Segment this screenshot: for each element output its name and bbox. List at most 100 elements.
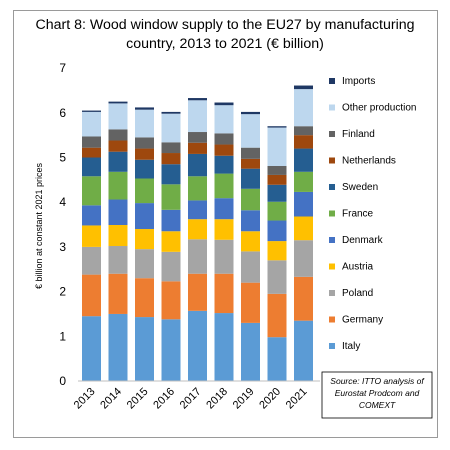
bar-segment bbox=[161, 113, 181, 143]
bar-segment bbox=[161, 184, 181, 210]
bar-segment bbox=[267, 220, 287, 242]
legend-swatch bbox=[329, 78, 335, 84]
legend-label: Poland bbox=[342, 288, 373, 299]
bar-segment bbox=[135, 159, 154, 179]
bar-segment bbox=[188, 200, 207, 220]
bar-segment bbox=[82, 225, 101, 247]
bar-segment bbox=[161, 251, 181, 282]
x-tick-label: 2019 bbox=[231, 386, 257, 412]
bar-segment bbox=[188, 132, 207, 143]
x-tick-label: 2020 bbox=[257, 386, 283, 412]
bar-segment bbox=[135, 203, 154, 230]
legend-label: Netherlands bbox=[342, 156, 396, 167]
bars-group bbox=[82, 85, 313, 381]
source-note: Source: ITTO analysis of Eurostat Prodcom… bbox=[330, 376, 425, 410]
x-axis-ticks: 2013 2014 2015 2016 2017 2018 2019 2020 2021 bbox=[72, 386, 310, 412]
bar-segment bbox=[214, 273, 234, 314]
chart-title: Chart 8: Wood window supply to the EU27 … bbox=[35, 17, 415, 52]
bar-segment bbox=[214, 102, 234, 106]
bar-segment bbox=[241, 251, 260, 283]
bar-segment bbox=[135, 229, 154, 250]
bar-segment bbox=[135, 278, 154, 318]
y-axis-ticks: 0 1 2 3 4 5 6 7 bbox=[59, 61, 66, 388]
y-tick-label: 7 bbox=[59, 61, 66, 75]
legend-swatch bbox=[329, 343, 335, 349]
bar-segment bbox=[82, 110, 101, 112]
y-tick-label: 6 bbox=[59, 106, 66, 120]
bar-segment bbox=[188, 176, 207, 201]
x-tick-label: 2018 bbox=[204, 386, 230, 412]
bar-segment bbox=[241, 210, 260, 232]
bar-segment bbox=[214, 198, 234, 220]
bar-segment bbox=[108, 151, 128, 172]
bar-segment bbox=[161, 142, 181, 154]
bar-segment bbox=[161, 281, 181, 320]
source-line: Eurostat Prodcom and bbox=[335, 388, 420, 398]
legend-label: Other production bbox=[342, 103, 417, 114]
bar-segment bbox=[108, 273, 128, 314]
bar-segment bbox=[214, 313, 234, 381]
legend-label: Finland bbox=[342, 129, 375, 140]
bar-segment bbox=[161, 164, 181, 185]
bar-segment bbox=[108, 103, 128, 130]
bar-segment bbox=[214, 105, 234, 134]
bar-segment bbox=[82, 176, 101, 206]
legend-label: Germany bbox=[342, 315, 383, 326]
bar-segment bbox=[294, 276, 313, 321]
bar-segment bbox=[214, 239, 234, 274]
bar-segment bbox=[241, 231, 260, 252]
bar-segment bbox=[135, 148, 154, 160]
legend-label: Sweden bbox=[342, 182, 378, 193]
y-tick-label: 3 bbox=[59, 240, 66, 254]
legend-swatch bbox=[329, 184, 335, 190]
bar-segment bbox=[82, 316, 101, 381]
bar-segment bbox=[108, 313, 128, 381]
y-tick-label: 2 bbox=[59, 285, 66, 299]
bar-segment bbox=[82, 147, 101, 158]
bar-segment bbox=[214, 173, 234, 199]
bar-segment bbox=[267, 293, 287, 338]
bar-segment bbox=[188, 98, 207, 101]
bar-segment bbox=[267, 165, 287, 175]
bar-segment bbox=[82, 111, 101, 137]
x-tick-label: 2015 bbox=[125, 386, 151, 412]
bar-segment bbox=[214, 144, 234, 156]
bar-segment bbox=[188, 273, 207, 311]
bar-segment bbox=[188, 310, 207, 381]
bar-segment bbox=[161, 209, 181, 232]
bar-segment bbox=[294, 126, 313, 136]
bar-segment bbox=[82, 157, 101, 177]
legend-swatch bbox=[329, 237, 335, 243]
bar-segment bbox=[241, 188, 260, 211]
y-tick-label: 1 bbox=[59, 329, 66, 343]
legend-label: Denmark bbox=[342, 235, 384, 246]
bar-segment bbox=[161, 111, 181, 114]
bar-segment bbox=[82, 205, 101, 226]
legend: Imports Other production Finland Netherland… bbox=[329, 76, 417, 352]
bar-segment bbox=[188, 100, 207, 133]
bar-segment bbox=[294, 171, 313, 192]
bar-segment bbox=[294, 216, 313, 241]
bar-segment bbox=[108, 199, 128, 225]
bar-segment bbox=[294, 240, 313, 277]
bar-segment bbox=[135, 137, 154, 149]
bar-segment bbox=[294, 148, 313, 172]
bar-segment bbox=[188, 219, 207, 240]
bar-segment bbox=[135, 317, 154, 381]
bar-segment bbox=[294, 191, 313, 217]
legend-swatch bbox=[329, 290, 335, 296]
source-line: COMEXT bbox=[359, 400, 396, 410]
bar-segment bbox=[241, 158, 260, 169]
bar-segment bbox=[241, 322, 260, 381]
bar-segment bbox=[188, 153, 207, 177]
bar-segment bbox=[214, 133, 234, 145]
bar-segment bbox=[294, 85, 313, 90]
x-tick-label: 2013 bbox=[72, 386, 98, 412]
bar-segment bbox=[108, 246, 128, 274]
bar-segment bbox=[241, 147, 260, 159]
bar-segment bbox=[135, 109, 154, 138]
bar-segment bbox=[108, 140, 128, 152]
source-line: Source: ITTO analysis of bbox=[330, 376, 425, 386]
bar-segment bbox=[188, 142, 207, 154]
legend-label: Imports bbox=[342, 76, 375, 87]
